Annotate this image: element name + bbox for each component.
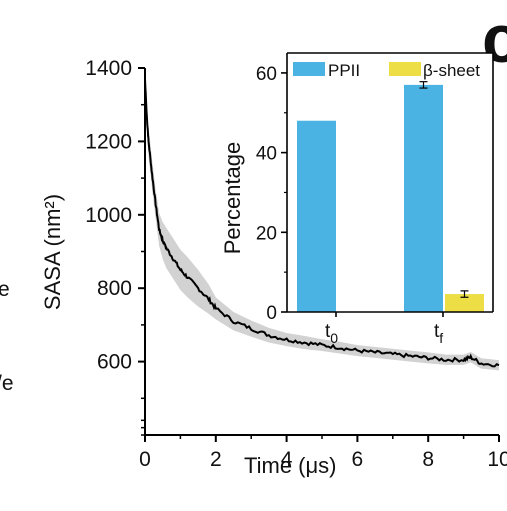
legend-swatch-β-sheet [389, 62, 421, 76]
x-tick-label: 2 [210, 448, 222, 471]
sasa-line-group [144, 78, 500, 368]
inset-category-label-tf: tf [434, 321, 443, 346]
inset-y-tick-label: 40 [256, 144, 277, 165]
inset-y-tick-label: 60 [256, 64, 277, 85]
y-tick-label: 1000 [85, 204, 132, 227]
x-tick-label: 0 [139, 448, 151, 471]
y-tick-label: 1400 [85, 57, 132, 80]
y-tick-label: 800 [97, 277, 132, 300]
edge-text-fragment: e [0, 278, 10, 301]
legend-label: PPII [328, 61, 360, 80]
x-axis-title: Time (μs) [244, 453, 337, 478]
inset-bar-chart: 0 20 40 60 PPII β-sheet Percentage t0 tf [220, 52, 494, 346]
edge-text-fragment: /e [0, 372, 14, 395]
inset-y-tick-label: 20 [256, 223, 277, 244]
legend-swatch-PPII [293, 62, 325, 76]
x-tick-label: 10 [487, 448, 507, 471]
bar-PPII-t0 [297, 120, 336, 312]
sasa-line [144, 78, 500, 368]
x-tick-label: 8 [422, 448, 434, 471]
y-axis-title: SASA (nm²) [40, 194, 65, 310]
inset-y-axis-title: Percentage [220, 142, 245, 255]
inset-y-tick-label: 0 [266, 303, 277, 324]
inset-ticks: 0 20 40 60 [256, 64, 444, 324]
bar-PPII-tf [404, 84, 443, 312]
x-tick-label: 4 [281, 448, 293, 471]
y-tick-label: 1200 [85, 130, 132, 153]
bar-β-sheet-tf [445, 294, 484, 312]
y-tick-label: 600 [97, 351, 132, 374]
inset-category-label-t0: t0 [325, 321, 338, 346]
inset-bars [297, 81, 484, 312]
legend-label: β-sheet [423, 61, 480, 80]
x-tick-label: 6 [352, 448, 364, 471]
inset-legend: PPII β-sheet [293, 61, 480, 80]
